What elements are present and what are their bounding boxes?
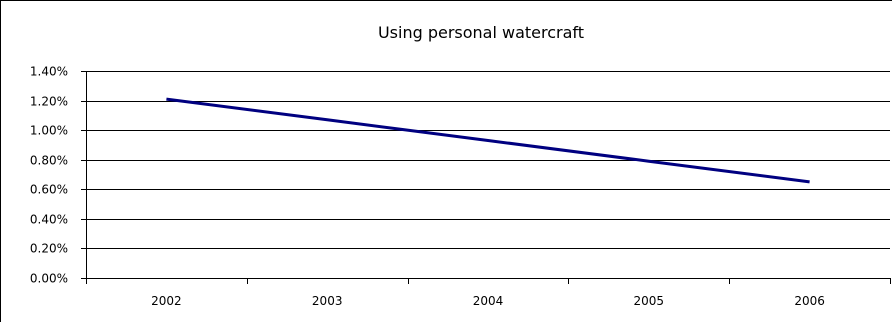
gridlines [86, 71, 890, 249]
y-tick-label: 0.00% [30, 272, 68, 286]
x-tick-label: 2003 [312, 294, 343, 308]
series-line [166, 97, 810, 184]
y-tick-label: 1.40% [30, 65, 68, 79]
x-tick-label: 2006 [794, 294, 825, 308]
y-tick-label: 0.60% [30, 183, 68, 197]
tick-labels: 0.00% 0.20% 0.40% 0.60% 0.80% 1.00% 1.20% 1.40%… [30, 65, 825, 309]
axes [81, 71, 891, 284]
y-tick-label: 0.40% [30, 213, 68, 227]
y-tick-label: 0.20% [30, 242, 68, 256]
y-tick-label: 0.80% [30, 154, 68, 168]
y-tick-label: 1.20% [30, 95, 68, 109]
y-tick-label: 1.00% [30, 124, 68, 138]
chart-title: Using personal watercraft [378, 23, 584, 42]
x-tick-label: 2002 [151, 294, 182, 308]
series-layer [166, 97, 810, 184]
x-tick-label: 2005 [634, 294, 665, 308]
x-tick-label: 2004 [473, 294, 504, 308]
